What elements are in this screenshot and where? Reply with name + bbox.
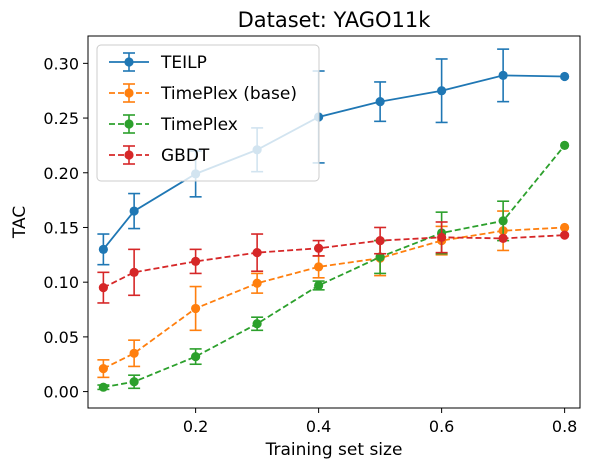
axes: 0.2 0.4 0.6 0.8 0.00 0.05 0.10 0.15 0.20 0.25 0.30: [43, 54, 577, 436]
y-axis-label: TAC: [10, 206, 30, 239]
data-point-gbdt: [498, 233, 508, 244]
data-point-teilp: [129, 206, 139, 216]
legend-label-teilp: TEILP: [160, 53, 207, 73]
data-point-teilp: [98, 244, 108, 254]
data-point-gbdt: [437, 232, 447, 242]
y-tick-label: 0.30: [43, 54, 79, 73]
legend: TEILP TimePlex (base) TimePlex GBDT: [96, 44, 320, 182]
data-point-timeplex: [98, 382, 108, 392]
data-point-timeplex-base: [314, 262, 324, 272]
data-point-gbdt: [375, 236, 385, 246]
data-point-gbdt: [252, 248, 262, 258]
y-tick-label: 0.20: [43, 164, 79, 183]
y-tick-label: 0.00: [43, 383, 79, 402]
data-point-timeplex-base: [191, 303, 201, 314]
x-tick-label: 0.8: [552, 417, 577, 436]
data-point-timeplex-base: [560, 222, 570, 233]
x-tick-label: 0.4: [306, 417, 331, 436]
data-point-gbdt: [560, 230, 570, 240]
data-point-timeplex-base: [98, 364, 108, 374]
data-point-timeplex: [129, 377, 139, 387]
y-tick-label: 0.05: [43, 328, 79, 347]
data-point-timeplex: [191, 351, 201, 362]
data-point-teilp: [560, 71, 570, 82]
legend-marker-teilp: [124, 57, 134, 67]
x-tick-label: 0.6: [429, 417, 454, 436]
data-point-timeplex: [375, 252, 385, 262]
data-point-timeplex: [252, 319, 262, 329]
series-line-timeplex-base: [102, 226, 565, 370]
data-point-timeplex: [560, 140, 570, 151]
x-tick-label: 0.2: [183, 417, 208, 436]
x-axis-label: Training set size: [265, 440, 403, 460]
data-point-teilp: [498, 70, 508, 80]
y-tick-label: 0.10: [43, 273, 79, 292]
data-point-teilp: [375, 97, 385, 107]
data-point-gbdt: [98, 283, 108, 293]
y-tick-label: 0.15: [43, 218, 79, 237]
data-point-timeplex-base: [252, 278, 262, 288]
legend-marker-gbdt: [124, 150, 134, 160]
series-line-gbdt: [102, 234, 565, 289]
legend-label-timeplex: TimePlex: [160, 115, 238, 135]
data-point-gbdt: [129, 267, 139, 277]
legend-label-gbdt: GBDT: [161, 146, 210, 166]
legend-marker-timeplex: [124, 119, 134, 129]
data-point-teilp: [437, 86, 447, 96]
data-point-gbdt: [314, 243, 324, 253]
chart-title: Dataset: YAGO11k: [238, 8, 432, 32]
data-point-timeplex: [498, 216, 508, 226]
legend-marker-timeplex-base: [124, 88, 134, 98]
legend-label-timeplex-base: TimePlex (base): [160, 84, 297, 104]
y-tick-label: 0.25: [43, 109, 79, 128]
data-point-timeplex: [314, 280, 324, 291]
data-point-gbdt: [191, 256, 201, 266]
legend-box: [96, 44, 320, 182]
plot-frame: [87, 35, 581, 409]
data-point-timeplex-base: [129, 348, 139, 358]
